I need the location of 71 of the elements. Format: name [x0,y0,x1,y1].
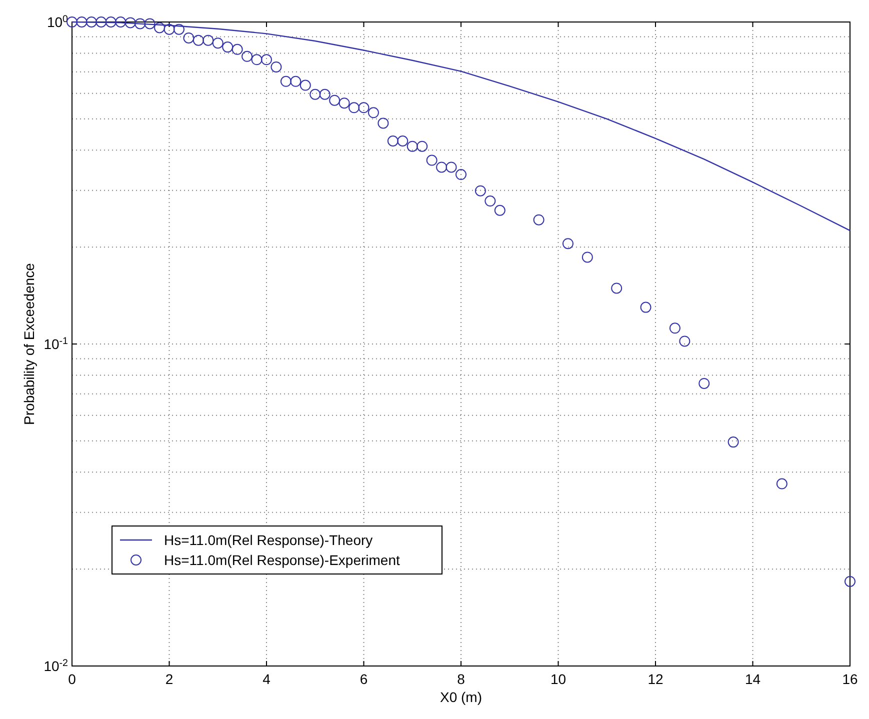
point [416,140,428,152]
point [173,24,184,35]
point [397,136,408,146]
point [280,76,292,87]
y-axis-title: Probability of Exceedence [21,262,37,425]
y-tick-label: 10$^{-1}$ [44,336,68,352]
point [164,24,175,35]
point [105,16,116,28]
point [86,16,97,28]
x-tick-label: 6 [360,671,368,687]
point [669,322,680,334]
point [300,80,311,91]
point [533,214,544,226]
point [134,18,146,30]
x-tick-label: 8 [457,671,466,687]
point [338,98,350,109]
point [484,196,496,207]
point [76,16,88,28]
legend-label: Hs=11.0m(Rel Response)-Experiment [164,552,400,568]
x-tick-label: 12 [648,671,664,687]
point [387,136,398,146]
legend-label: Hs=11.0m(Rel Response)-Theory [164,532,373,548]
point [679,336,690,347]
point [446,162,457,173]
point [144,18,156,30]
point [115,16,126,28]
x-tick-label: 0 [68,671,76,687]
point [124,17,136,28]
point [319,88,330,100]
point [242,50,253,62]
point [232,44,243,55]
point [456,169,466,180]
point [192,34,204,46]
x-tick-label: 2 [165,671,174,687]
point [406,140,418,152]
point [611,282,622,294]
point [310,88,321,100]
point [640,302,652,313]
point [358,102,370,114]
point [844,576,856,587]
x-tick-label: 16 [842,671,858,687]
point [212,38,224,49]
point [202,34,214,46]
point [368,107,379,118]
x-axis-title: X0 (m) [440,689,482,705]
point [66,16,78,28]
point [270,61,282,72]
point [474,185,486,196]
y-tick-label: 10$^{0}$ [46,14,69,30]
point [251,54,262,66]
x-tick-label: 4 [262,671,271,687]
point [378,118,389,129]
point [261,54,272,66]
point [154,22,166,34]
point [96,16,107,28]
x-tick-label: 14 [744,671,761,687]
point [426,154,438,166]
point [222,42,234,53]
point [776,478,788,490]
point [348,102,360,114]
point [290,76,302,87]
point [494,204,506,216]
y-tick-label: 10$^{-2}$ [44,658,68,674]
point [183,32,194,44]
point [329,94,340,106]
point [582,252,593,263]
point [562,238,574,250]
point [436,162,448,173]
point [698,378,710,389]
point [728,436,739,448]
x-tick-label: 10 [550,671,566,687]
